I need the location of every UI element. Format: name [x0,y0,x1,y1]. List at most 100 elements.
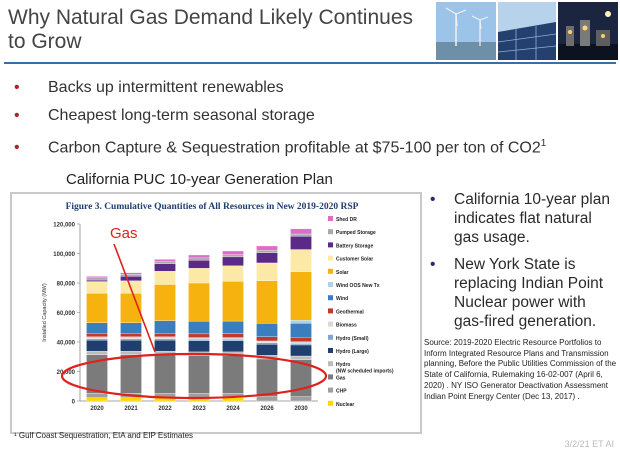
legend-swatch [328,216,333,221]
legend-swatch [328,229,333,235]
bullet-marker: • [430,191,436,208]
bar-segment [256,344,278,356]
bar-segment [154,271,176,285]
y-tick-label: 120,000 [53,223,75,229]
legend-label: CHP [336,389,347,395]
bar-segment [86,279,108,282]
bullet-marker: • [14,107,20,124]
chart-frame: Figure 3. Cumulative Quantities of All R… [10,192,422,434]
side-bullet-item: • California 10-year plan indicates flat … [424,190,620,247]
legend-label: Customer Solar [336,257,373,263]
bar-segment [222,256,244,266]
bar-segment [256,396,278,402]
bar-segment [222,340,244,353]
bar-segment [290,228,312,235]
bar-segment [290,236,312,250]
legend-swatch [328,334,333,340]
bar-segment [256,336,278,342]
gas-plant-night-photo [558,2,618,60]
gas-annotation-label: Gas [110,225,138,242]
legend-label: Nuclear [336,402,354,408]
legend-swatch [328,348,333,353]
header-photos [436,2,618,60]
bar-segment [256,358,278,397]
bar-segment [86,336,108,339]
side-bullet-list: • California 10-year plan indicates flat … [424,190,620,339]
legend-swatch [328,308,333,314]
bar-segment [188,254,210,259]
y-tick-label: 60,000 [57,311,76,317]
bar-segment [120,350,142,355]
y-tick-label: 40,000 [57,341,76,347]
bar-segment [188,257,210,261]
bar-segment [120,332,142,337]
legend-label: Hydro (Small) [336,336,369,342]
bar-segment [222,333,244,338]
bar-segment [256,245,278,251]
side-bullet-text: New York State is replacing Indian Point… [454,256,604,330]
bar-segment [290,233,312,237]
bar-segment [188,259,210,269]
legend-swatch [328,282,333,287]
bar-segment [290,271,312,321]
bar-segment [154,284,176,321]
bar-segment [290,337,312,342]
legend-swatch [328,255,333,261]
legend-label: Hydro [336,362,350,368]
bar-segment [256,252,278,264]
bar-segment [86,350,108,355]
bar-segment [222,355,244,394]
x-tick-label: 2023 [192,406,206,412]
bar-segment [256,250,278,253]
bar-segment [290,249,312,272]
source-citation: Source: 2019-2020 Electric Resource Port… [424,338,617,401]
legend-swatch [328,400,333,406]
bar-segment [154,354,176,394]
legend-swatch [328,374,333,380]
x-tick-label: 2030 [294,406,308,412]
bar-segment [222,265,244,282]
bar-segment [154,336,176,339]
y-axis-label: Installed Capacity (MW) [42,283,48,342]
x-tick-label: 2024 [226,406,240,412]
bar-segment [154,338,176,341]
gas-annotation-arrow [113,243,156,353]
bar-segment [154,320,176,334]
bar-segment [120,336,142,339]
bullet-item: • Carbon Capture & Sequestration profitab… [14,130,614,162]
slide-title: Why Natural Gas Demand Likely Continues … [8,6,414,53]
bullet-marker: • [14,79,20,96]
legend-label: Shed DR [336,217,357,223]
bar-segment [222,254,244,258]
side-bullet-item: • New York State is replacing Indian Poin… [424,255,620,331]
bar-segment [86,293,108,323]
title-divider [4,62,616,64]
bar-segment [86,276,108,278]
bar-segment [188,321,210,335]
bar-segment [188,340,210,353]
bullet-item: • Cheapest long-term seasonal storage [14,102,614,130]
bar-segment [290,341,312,344]
wind-turbine-photo [436,2,496,60]
x-tick-label: 2026 [260,406,274,412]
bar-segment [188,282,210,322]
bullet-marker: • [14,139,20,157]
bar-segment [222,320,244,334]
bar-segment [256,262,278,281]
bar-segment [188,355,210,394]
legend-swatch [328,268,333,274]
legend-swatch [328,321,333,327]
y-tick-label: 20,000 [57,370,76,376]
legend-label: Wind OOS New Tx [336,283,380,289]
y-tick-label: 0 [72,400,76,406]
chart-heading: California PUC 10-year Generation Plan [66,171,333,188]
legend-label: (NW scheduled imports) [336,369,394,375]
footnote: ¹ Gulf Coast Sequestration, EIA and EIP … [14,431,194,440]
bar-segment [290,344,312,357]
legend-label: Wind [336,296,348,302]
bar-segment [188,333,210,338]
bar-segment [222,337,244,340]
bar-segment [120,338,142,341]
bar-segment [256,323,278,337]
bullet-item: • Backs up intermittent renewables [14,74,614,102]
